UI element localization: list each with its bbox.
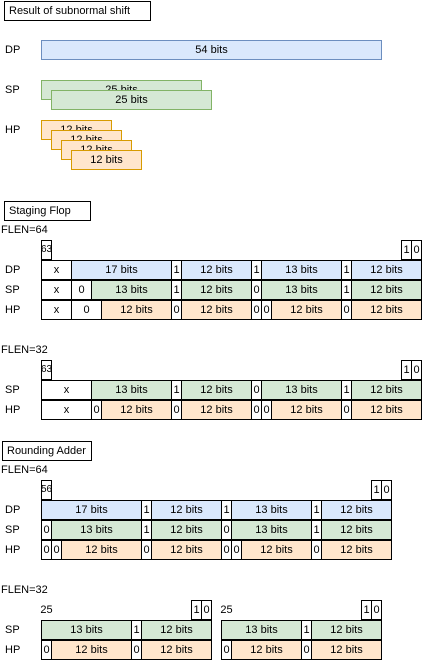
staging-sp-cell: 0 — [71, 280, 92, 300]
rounding-dp-cell: 17 bits — [41, 500, 142, 520]
staging-sp-cell: 13 bits — [261, 280, 342, 300]
staging32-hp-label: HP — [5, 404, 21, 416]
staging-hp-cell: 12 bits — [181, 300, 252, 320]
rounding32-sp-left-cell: 13 bits — [41, 620, 132, 640]
rounding32-left-bit0-index: 0 — [201, 600, 212, 620]
subnormal-hp-bar-4: 12 bits — [71, 150, 142, 170]
rounding32-sp-right-cell: 13 bits — [221, 620, 302, 640]
staging32-sp-cell: 12 bits — [351, 380, 422, 400]
staging-flen32-bit0-index: 0 — [411, 360, 422, 380]
subnormal-dp-bar: 54 bits — [41, 40, 382, 60]
rounding-dp-cell: 12 bits — [321, 500, 392, 520]
rounding32-sp-label: SP — [5, 624, 20, 636]
subnormal-sp-label: SP — [5, 84, 20, 96]
rounding-title: Rounding Adder — [2, 441, 92, 461]
staging-hp-cell: x — [41, 300, 72, 320]
staging32-hp-cell: 12 bits — [351, 400, 422, 420]
rounding-flen32-label: FLEN=32 — [1, 584, 48, 596]
staging-hp-cell: 12 bits — [101, 300, 172, 320]
rounding-sp-cell: 12 bits — [321, 520, 392, 540]
rounding32-hp-left-cell: 12 bits — [141, 640, 212, 660]
staging32-hp-cell: 12 bits — [101, 400, 172, 420]
staging-dp-cell: 12 bits — [181, 260, 252, 280]
subnormal-title: Result of subnormal shift — [4, 1, 151, 21]
staging32-sp-label: SP — [5, 384, 20, 396]
staging32-sp-cell: 13 bits — [261, 380, 342, 400]
rounding-sp-label: SP — [5, 524, 20, 536]
staging32-sp-cell: 12 bits — [181, 380, 252, 400]
staging-flen32-msb-index: 63 — [41, 360, 52, 380]
subnormal-dp-label: DP — [5, 44, 21, 56]
staging-dp-cell: 12 bits — [351, 260, 422, 280]
rounding32-hp-right-cell: 12 bits — [311, 640, 382, 660]
staging-dp-cell: x — [41, 260, 72, 280]
staging-dp-label: DP — [5, 264, 21, 276]
rounding-hp-cell: 12 bits — [151, 540, 222, 560]
rounding-flen64-msb-index: 56 — [41, 480, 52, 500]
rounding32-hp-left-cell: 12 bits — [51, 640, 132, 660]
subnormal-sp-bar-2: 25 bits — [51, 90, 212, 110]
staging32-hp-cell: 12 bits — [181, 400, 252, 420]
rounding32-hp-label: HP — [5, 644, 21, 656]
staging32-sp-cell: x — [41, 380, 92, 400]
rounding-dp-cell: 12 bits — [151, 500, 222, 520]
staging-hp-cell: 12 bits — [271, 300, 342, 320]
rounding-flen64-bit0-index: 0 — [381, 480, 392, 500]
staging32-sp-cell: 13 bits — [91, 380, 172, 400]
staging-flen64-bit0-index: 0 — [411, 240, 422, 260]
rounding-sp-cell: 13 bits — [51, 520, 142, 540]
rounding-sp-cell: 13 bits — [231, 520, 312, 540]
staging-flen64-label: FLEN=64 — [1, 224, 48, 236]
rounding32-right-bit0-index: 0 — [371, 600, 382, 620]
rounding-hp-cell: 12 bits — [61, 540, 142, 560]
staging-sp-cell: 12 bits — [181, 280, 252, 300]
staging-hp-label: HP — [5, 304, 21, 316]
rounding-dp-label: DP — [5, 504, 21, 516]
staging-hp-cell: 0 — [71, 300, 102, 320]
staging-hp-cell: 12 bits — [351, 300, 422, 320]
staging-sp-cell: 12 bits — [351, 280, 422, 300]
rounding-hp-label: HP — [5, 544, 21, 556]
staging32-hp-cell: 12 bits — [271, 400, 342, 420]
staging-dp-cell: 13 bits — [261, 260, 342, 280]
subnormal-hp-label: HP — [5, 124, 21, 136]
staging-flen64-msb-index: 63 — [41, 240, 52, 260]
rounding-sp-cell: 12 bits — [151, 520, 222, 540]
staging-title: Staging Flop — [4, 201, 91, 221]
rounding-dp-cell: 13 bits — [231, 500, 312, 520]
rounding-hp-cell: 12 bits — [241, 540, 312, 560]
staging-flen32-label: FLEN=32 — [1, 344, 48, 356]
rounding-hp-cell: 12 bits — [321, 540, 392, 560]
staging32-hp-cell: x — [41, 400, 92, 420]
staging-sp-label: SP — [5, 284, 20, 296]
rounding-flen64-label: FLEN=64 — [1, 464, 48, 476]
rounding32-left-msb-index: 25 — [40, 604, 53, 616]
staging-sp-cell: x — [41, 280, 72, 300]
rounding32-right-msb-index: 25 — [220, 604, 233, 616]
staging-sp-cell: 13 bits — [91, 280, 172, 300]
rounding32-sp-right-cell: 12 bits — [311, 620, 382, 640]
staging-dp-cell: 17 bits — [71, 260, 172, 280]
rounding32-sp-left-cell: 12 bits — [141, 620, 212, 640]
rounding32-hp-right-cell: 12 bits — [231, 640, 302, 660]
